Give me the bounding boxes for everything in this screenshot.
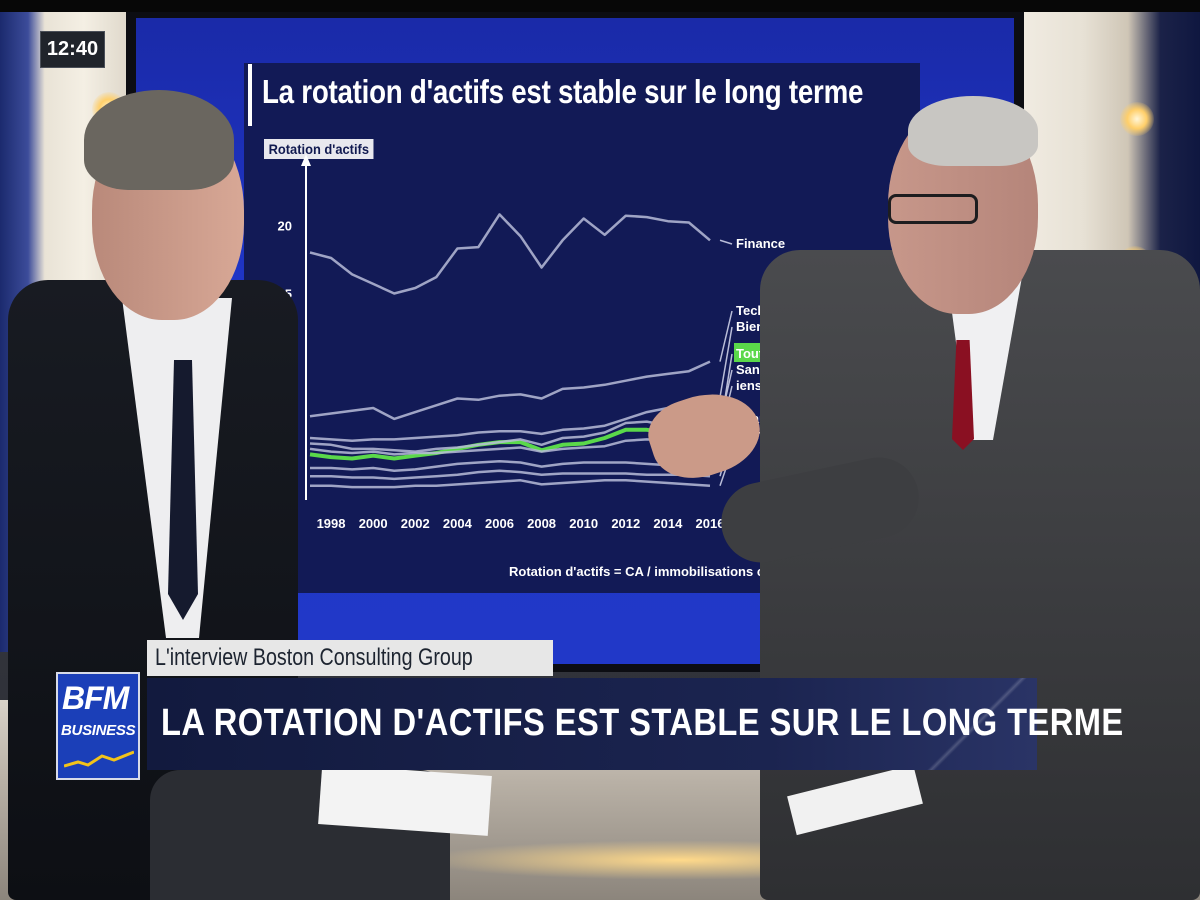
guest-right-hand xyxy=(640,379,770,491)
channel-logo-line1: BFM xyxy=(62,680,129,716)
x-tick-label: 2000 xyxy=(359,516,388,531)
host-left-notes xyxy=(318,764,492,836)
chart-y-axis-label: Rotation d'actifs xyxy=(264,139,374,159)
guest-right-hair xyxy=(908,96,1038,166)
channel-logo-line2: BUSINESS xyxy=(61,722,136,739)
program-tag: L'interview Boston Consulting Group xyxy=(147,640,553,676)
x-tick-label: 2016 xyxy=(696,516,725,531)
guest-right-glasses xyxy=(888,194,978,224)
x-tick-label: 2006 xyxy=(485,516,514,531)
chart-title-accent xyxy=(248,64,252,126)
x-tick-label: 2012 xyxy=(611,516,640,531)
series-line xyxy=(309,360,711,421)
x-tick-label: 2002 xyxy=(401,516,430,531)
host-left-tie xyxy=(168,360,198,620)
host-left xyxy=(0,80,492,900)
studio-light xyxy=(1120,102,1154,136)
series-line xyxy=(309,427,711,461)
x-tick-label: 2014 xyxy=(653,516,683,531)
series-line xyxy=(310,479,711,489)
y-tick-label: 20 xyxy=(278,218,292,233)
program-tag-text: L'interview Boston Consulting Group xyxy=(155,644,473,671)
legend-connector xyxy=(719,239,733,245)
series-line xyxy=(309,213,711,295)
series-line xyxy=(310,459,711,472)
x-tick-label: 2008 xyxy=(527,516,556,531)
legend-label: Finance xyxy=(736,236,785,251)
headline-banner: LA ROTATION D'ACTIFS EST STABLE SUR LE L… xyxy=(147,678,1123,770)
series-line xyxy=(310,469,711,481)
x-tick-label: 1998 xyxy=(317,516,346,531)
channel-logo: BFM BUSINESS xyxy=(56,672,140,780)
series-line xyxy=(309,435,711,456)
headline-text: LA ROTATION D'ACTIFS EST STABLE SUR LE L… xyxy=(161,702,1124,744)
top-letterbox xyxy=(0,0,1200,12)
series-line xyxy=(309,420,711,453)
guest-right xyxy=(640,90,1200,900)
y-axis-arrow xyxy=(301,154,311,166)
broadcast-clock: 12:40 xyxy=(40,31,105,68)
guest-right-tie xyxy=(952,340,974,450)
x-tick-label: 2010 xyxy=(569,516,598,531)
series-line xyxy=(309,395,711,442)
chart-title: La rotation d'actifs est stable sur le l… xyxy=(262,73,864,110)
chart-footnote: Rotation d'actifs = CA / immobilisations… xyxy=(509,564,827,579)
logo-trend-icon xyxy=(64,750,134,768)
legend-connector xyxy=(719,310,733,362)
host-left-hair xyxy=(84,90,234,190)
banner-decoration xyxy=(917,678,1037,770)
x-tick-label: 2004 xyxy=(443,516,473,531)
legend-connector xyxy=(719,326,733,398)
